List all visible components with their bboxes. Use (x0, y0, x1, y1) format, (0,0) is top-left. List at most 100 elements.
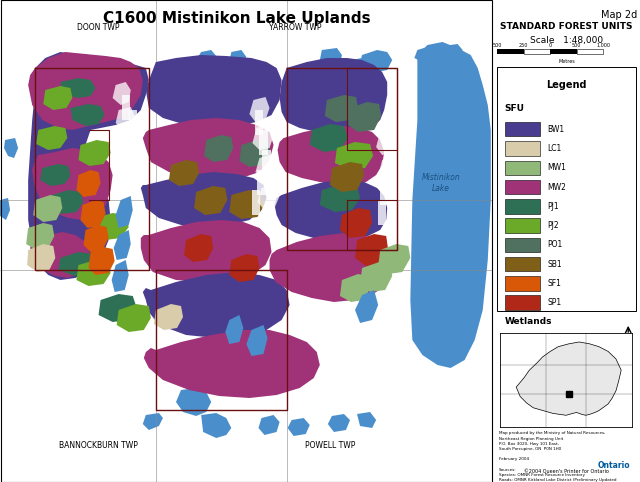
Polygon shape (33, 195, 62, 222)
Text: Rock: Rock (547, 393, 564, 399)
Text: 500: 500 (493, 43, 502, 48)
Text: N: N (625, 337, 631, 343)
Polygon shape (135, 130, 143, 155)
Polygon shape (141, 220, 271, 282)
Polygon shape (310, 124, 348, 152)
Polygon shape (113, 82, 131, 105)
Text: STANDARD FOREST UNITS: STANDARD FOREST UNITS (500, 22, 633, 31)
Polygon shape (325, 95, 358, 122)
Polygon shape (176, 388, 211, 416)
Polygon shape (88, 247, 115, 275)
Text: PO1: PO1 (547, 241, 563, 249)
Bar (504, 199, 540, 214)
Polygon shape (257, 184, 280, 210)
Polygon shape (194, 186, 227, 215)
Polygon shape (169, 160, 199, 186)
Polygon shape (252, 190, 260, 215)
Polygon shape (360, 262, 392, 292)
Polygon shape (143, 413, 163, 430)
Polygon shape (340, 208, 372, 238)
Polygon shape (287, 418, 310, 436)
Polygon shape (28, 52, 149, 280)
Polygon shape (255, 110, 264, 135)
Polygon shape (30, 232, 90, 278)
Bar (504, 161, 540, 175)
Text: Treed Muskeg: Treed Muskeg (547, 338, 595, 344)
Polygon shape (32, 148, 113, 220)
Polygon shape (246, 325, 268, 356)
Polygon shape (275, 180, 387, 240)
Polygon shape (278, 126, 384, 185)
Polygon shape (378, 200, 386, 225)
Text: Ontario: Ontario (597, 461, 630, 470)
Text: Map produced by the Ministry of Natural Resources,
Northeast Region Planning Uni: Map produced by the Ministry of Natural … (499, 431, 616, 482)
Polygon shape (118, 175, 127, 200)
Polygon shape (320, 48, 342, 67)
Polygon shape (229, 190, 264, 219)
Text: Scale   1:48,000: Scale 1:48,000 (530, 36, 603, 45)
Polygon shape (76, 170, 100, 197)
Polygon shape (116, 196, 132, 228)
Polygon shape (116, 304, 151, 332)
Text: Wetlands: Wetlands (504, 317, 552, 326)
Polygon shape (114, 230, 131, 260)
Polygon shape (127, 155, 135, 180)
Bar (497, 49, 524, 54)
Polygon shape (225, 315, 243, 344)
Text: Metres: Metres (558, 59, 575, 64)
Polygon shape (357, 412, 376, 428)
Polygon shape (201, 413, 231, 438)
Text: SFU: SFU (504, 104, 525, 113)
Bar (504, 218, 540, 233)
Polygon shape (250, 97, 269, 122)
Text: Open Muskeg: Open Muskeg (547, 356, 595, 362)
Bar (504, 257, 540, 271)
Text: YARROW TWP: YARROW TWP (269, 24, 322, 32)
Polygon shape (380, 180, 388, 205)
Polygon shape (154, 304, 183, 330)
Polygon shape (28, 52, 143, 130)
Polygon shape (252, 124, 273, 150)
Polygon shape (44, 86, 72, 110)
Bar (504, 238, 540, 252)
Polygon shape (414, 46, 438, 62)
Polygon shape (259, 130, 268, 155)
Polygon shape (348, 102, 381, 132)
Polygon shape (335, 142, 373, 170)
Polygon shape (143, 118, 273, 180)
Text: MW2: MW2 (547, 183, 566, 191)
Polygon shape (118, 134, 140, 160)
Text: Map 2d: Map 2d (601, 10, 637, 20)
Polygon shape (378, 156, 399, 184)
Polygon shape (27, 244, 55, 272)
Text: DOON TWP: DOON TWP (77, 24, 120, 32)
Polygon shape (320, 184, 360, 212)
Polygon shape (255, 154, 278, 180)
Polygon shape (355, 290, 378, 323)
Polygon shape (328, 414, 350, 432)
Polygon shape (360, 50, 392, 72)
Polygon shape (111, 260, 129, 292)
Bar (504, 334, 540, 348)
Polygon shape (184, 234, 213, 262)
Text: PJ2: PJ2 (547, 221, 559, 230)
Bar (504, 295, 540, 310)
Bar (504, 180, 540, 194)
Polygon shape (239, 140, 271, 167)
Polygon shape (262, 150, 271, 175)
Polygon shape (386, 140, 394, 165)
Polygon shape (40, 164, 70, 186)
Polygon shape (146, 55, 282, 128)
Polygon shape (378, 244, 410, 274)
Polygon shape (440, 44, 463, 60)
Polygon shape (51, 190, 83, 214)
Polygon shape (4, 138, 18, 158)
Polygon shape (144, 330, 320, 398)
Text: Legend: Legend (546, 80, 587, 90)
Text: SP1: SP1 (547, 298, 561, 307)
Text: BANNOCKBURN TWP: BANNOCKBURN TWP (59, 442, 138, 450)
Polygon shape (383, 160, 391, 185)
Polygon shape (26, 223, 54, 250)
Polygon shape (60, 78, 95, 98)
Polygon shape (410, 42, 491, 368)
